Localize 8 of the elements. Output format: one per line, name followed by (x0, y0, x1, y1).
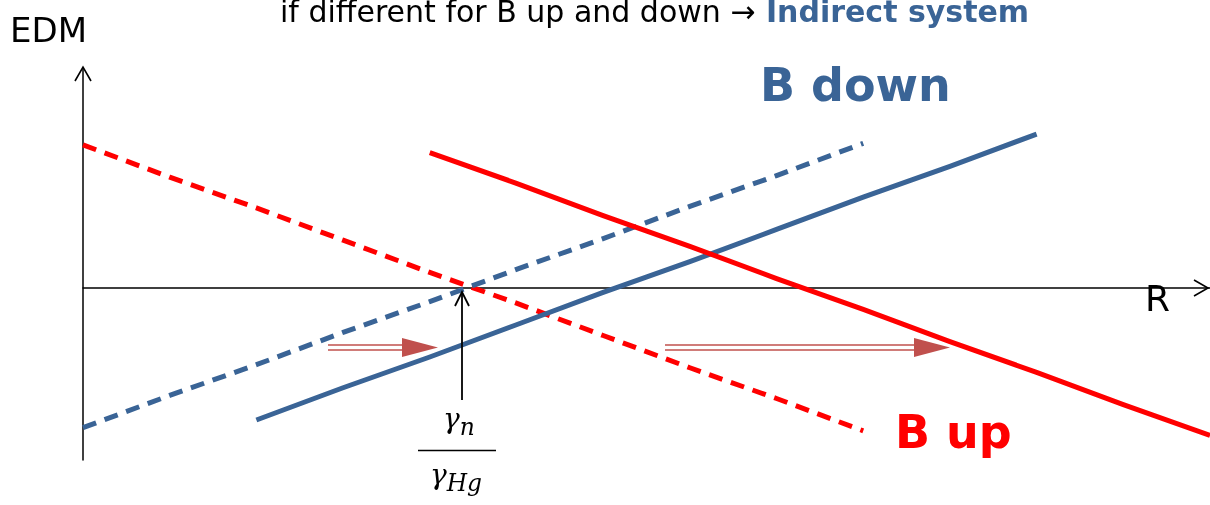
text: B down (760, 58, 951, 112)
annotation: γ$_{n}$ (443, 402, 475, 441)
x-axis-title: R (1145, 278, 1171, 319)
text: γ$_{Hg}$ (430, 458, 483, 497)
text: Indirect system (764, 0, 1030, 29)
y-axis-title: EDM (10, 10, 87, 50)
annotation: B up (895, 405, 1012, 459)
chart-title: if different for B up and down → (280, 0, 756, 29)
